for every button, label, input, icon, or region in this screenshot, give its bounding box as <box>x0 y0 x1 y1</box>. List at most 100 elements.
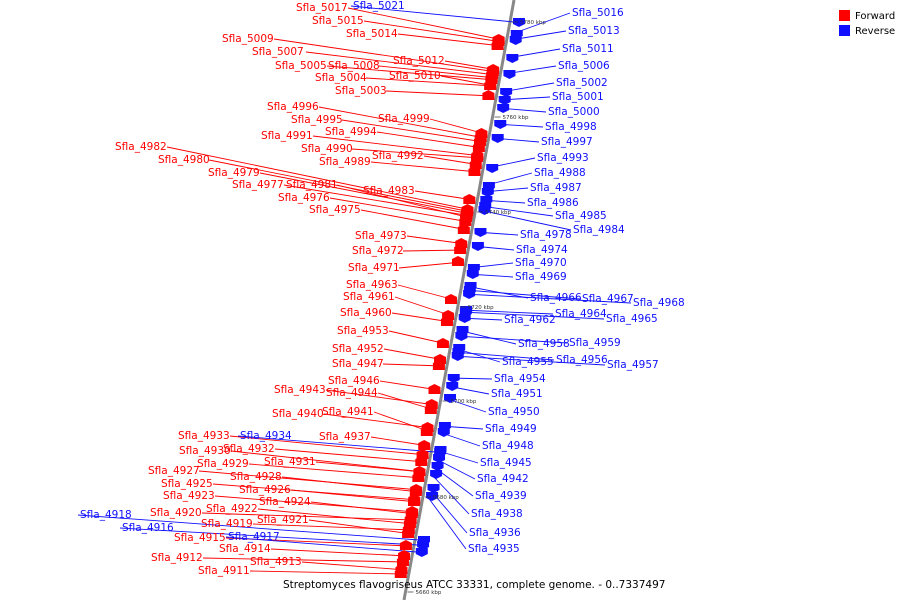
forward-gene-label: Sfla_4972 <box>352 245 404 257</box>
scale-tick-label: 5680 kbp <box>433 495 459 501</box>
reverse-gene-label: Sfla_5013 <box>568 25 620 37</box>
reverse-gene-feature <box>427 484 440 493</box>
forward-gene-feature <box>424 404 437 414</box>
leader-line-forward <box>166 146 472 211</box>
reverse-gene-feature <box>478 206 491 215</box>
forward-gene-label: Sfla_5010 <box>389 70 441 82</box>
leader-line-reverse <box>350 5 515 23</box>
forward-gene-label: Sfla_4989 <box>319 156 371 168</box>
legend: Forward Reverse <box>839 10 895 37</box>
forward-gene-label: Sfla_4930 <box>179 445 231 457</box>
leader-line-reverse <box>426 495 467 550</box>
reverse-gene-label: Sfla_4968 <box>633 297 685 309</box>
forward-gene-label: Sfla_4931 <box>264 456 316 468</box>
forward-gene-label: Sfla_4940 <box>272 408 324 420</box>
forward-gene-label: Sfla_4929 <box>197 458 249 470</box>
forward-gene-label: Sfla_4973 <box>355 230 407 242</box>
forward-gene-feature <box>469 159 482 169</box>
forward-gene-feature <box>428 384 441 394</box>
leader-line-forward <box>308 519 413 535</box>
forward-gene-label: Sfla_5008 <box>328 60 380 72</box>
reverse-gene-label: Sfla_4962 <box>504 314 556 326</box>
leader-line-forward <box>248 463 423 479</box>
leader-line-forward <box>397 33 502 47</box>
forward-gene-label: Sfla_4944 <box>326 387 378 399</box>
forward-gene-feature <box>491 40 504 50</box>
leader-line-forward <box>312 135 482 157</box>
gene-labels: Sfla_5017Sfla_5015Sfla_5014Sfla_5009Sfla… <box>80 0 685 577</box>
reverse-gene-feature <box>437 428 450 437</box>
forward-gene-label: Sfla_4999 <box>378 113 430 125</box>
forward-gene-feature <box>471 152 484 162</box>
forward-gene-feature <box>485 72 498 82</box>
reverse-gene-label: Sfla_5011 <box>562 43 614 55</box>
leader-line-forward <box>305 51 497 76</box>
forward-gene-label: Sfla_4991 <box>261 130 313 142</box>
leader-line-reverse <box>430 473 470 515</box>
forward-gene-label: Sfla_4976 <box>278 192 330 204</box>
leader-line-reverse <box>77 514 420 541</box>
leader-line-forward <box>257 508 414 525</box>
reverse-gene-label: Sfla_4917 <box>228 531 280 543</box>
reverse-gene-label: Sfla_4966 <box>530 292 582 304</box>
forward-gene-label: Sfla_5003 <box>335 85 387 97</box>
reverse-gene-label: Sfla_4949 <box>485 423 537 435</box>
leader-line-forward <box>310 501 416 515</box>
leader-line-forward <box>365 77 495 87</box>
leader-line-forward <box>214 495 417 513</box>
forward-gene-feature <box>463 194 476 204</box>
forward-gene-label: Sfla_4953 <box>337 325 389 337</box>
legend-forward-swatch <box>839 10 850 21</box>
reverse-gene-feature <box>486 164 499 173</box>
forward-gene-label: Sfla_5007 <box>252 46 304 58</box>
leader-line-reverse <box>237 435 436 453</box>
leader-line-forward <box>376 131 483 149</box>
reverse-gene-feature <box>466 270 479 279</box>
forward-gene-label: Sfla_4960 <box>340 307 392 319</box>
forward-gene-feature <box>482 90 495 100</box>
leader-line-forward <box>301 561 406 571</box>
leader-line-reverse <box>480 205 554 217</box>
forward-gene-label: Sfla_4920 <box>150 507 202 519</box>
forward-gene-label: Sfla_4912 <box>151 552 203 564</box>
reverse-gene-label: Sfla_4954 <box>494 373 546 385</box>
reverse-gene-feature <box>455 332 468 341</box>
forward-gene-feature <box>487 64 500 74</box>
forward-gene-label: Sfla_4921 <box>257 514 309 526</box>
forward-gene-feature <box>475 128 488 138</box>
forward-gene-label: Sfla_4943 <box>274 384 326 396</box>
forward-gene-label: Sfla_4928 <box>230 471 282 483</box>
scale-tick-label: 5780 kbp <box>520 20 546 26</box>
reverse-gene-feature <box>509 36 522 45</box>
leader-line-forward <box>202 557 407 563</box>
leader-line-forward <box>370 161 479 173</box>
forward-gene-label: Sfla_4961 <box>343 291 395 303</box>
forward-gene-label: Sfla_4947 <box>332 358 384 370</box>
forward-gene-feature <box>394 568 407 578</box>
reverse-gene-label: Sfla_4945 <box>480 457 532 469</box>
leader-line-forward <box>378 65 496 79</box>
forward-gene-label: Sfla_4913 <box>250 556 302 568</box>
forward-gene-feature <box>440 316 453 326</box>
forward-gene-label: Sfla_4995 <box>291 114 343 126</box>
forward-gene-label: Sfla_5004 <box>315 72 367 84</box>
forward-gene-label: Sfla_4971 <box>348 262 400 274</box>
leader-line-forward <box>385 90 493 97</box>
reverse-gene-feature <box>417 541 430 550</box>
caption-suffix: ATCC 33331, complete genome. - 0..733749… <box>423 579 666 591</box>
reverse-gene-label: Sfla_4934 <box>240 430 292 442</box>
forward-gene-feature <box>402 528 415 538</box>
reverse-gene-feature <box>471 242 484 251</box>
reverse-gene-label: Sfla_4936 <box>469 527 521 539</box>
leader-line-forward <box>273 38 497 73</box>
forward-gene-label: Sfla_4925 <box>161 478 213 490</box>
reverse-gene-label: Sfla_4985 <box>555 210 607 222</box>
forward-gene-feature <box>432 360 445 370</box>
reverse-gene-label: Sfla_5000 <box>548 106 600 118</box>
reverse-gene-label: Sfla_4918 <box>80 509 132 521</box>
reverse-gene-feature <box>446 382 459 391</box>
leader-line-forward <box>329 197 470 223</box>
reverse-gene-feature <box>481 188 494 197</box>
reverse-gene-label: Sfla_5021 <box>353 0 405 12</box>
forward-gene-label: Sfla_4919 <box>201 518 253 530</box>
